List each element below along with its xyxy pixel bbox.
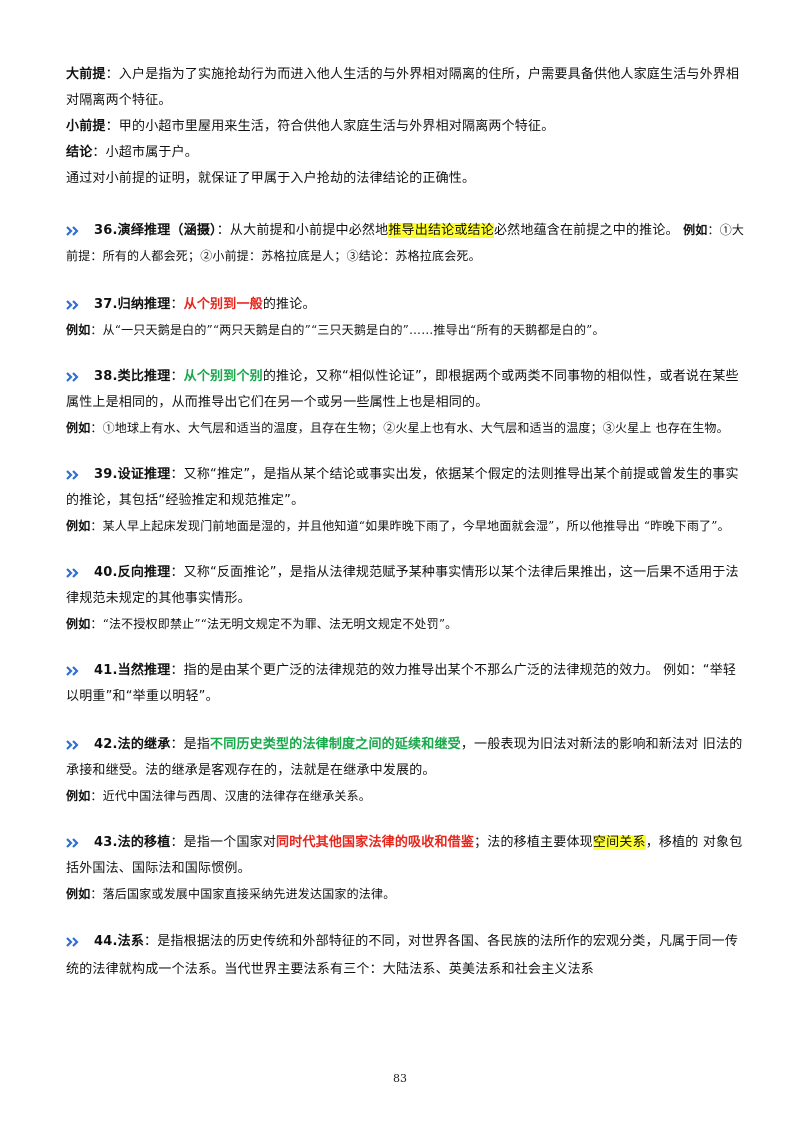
section-42-emphasis: 不同历史类型的法律制度之间的延续和继受: [210, 737, 461, 752]
document-page: 大前提：入户是指为了实施抢劫行为而进入他人生活的与外界相对隔离的住所，户需要具备…: [66, 62, 748, 984]
major-premise-paragraph: 大前提：入户是指为了实施抢劫行为而进入他人生活的与外界相对隔离的住所，户需要具备…: [66, 62, 748, 114]
example-text: ：“法不授权即禁止”“法无明文规定不为罪、法无明文规定不处罚”。: [90, 617, 458, 631]
double-chevron-icon: [66, 225, 84, 236]
major-premise-text: ：入户是指为了实施抢劫行为而进入他人生活的与外界相对隔离的住所，户需要具备供他人…: [66, 67, 740, 108]
conclusion-paragraph: 结论：小超市属于户。: [66, 140, 748, 166]
section-39: 39.设证推理：又称“推定”，是指从某个结论或事实出发，依据某个假定的法则推导出…: [66, 462, 748, 538]
section-36: 36.演绎推理（涵摄）：从大前提和小前提中必然地推导出结论或结论必然地蕴含在前提…: [66, 218, 748, 270]
section-37-title: 37.归纳推理: [94, 297, 171, 312]
section-39-example: 例如：某人早上起床发现门前地面是湿的，并且他知道“如果昨晚下雨了，今早地面就会湿…: [66, 514, 748, 538]
section-41-text-1: ：指的是由某个更广泛的法律规范的效力推导出某个不那么广泛的法律规范的效力。 例如…: [66, 663, 737, 704]
section-37-text-1: ：: [170, 297, 184, 312]
section-43-highlight: 空间关系: [592, 835, 646, 850]
section-38-text-2: 的推论，又称“相似性论证”，即根据两个或两类不同事物的相似性，或者说在某些属性上…: [66, 369, 739, 410]
section-41-title: 41.当然推理: [94, 663, 171, 678]
section-37-emphasis: 从个别到一般: [183, 297, 263, 312]
section-36-text-2: 必然地蕴含在前提之中的推论。: [493, 223, 679, 238]
conclusion-text: ：小超市属于户。: [92, 145, 199, 160]
section-36-text-1: ：从大前提和小前提中必然地: [216, 223, 389, 238]
section-40-title: 40.反向推理: [94, 565, 171, 580]
section-37-text-2: 的推论。: [262, 297, 316, 312]
section-37-example: 例如：从“一只天鹅是白的”“两只天鹅是白的”“三只天鹅是白的”……推导出“所有的…: [66, 318, 748, 342]
section-44-title: 44.法系: [94, 934, 145, 949]
section-43-title: 43.法的移植: [94, 835, 171, 850]
example-text: ：①大前提：所有的人都会死；②小前提：苏格拉底是人；③结论：苏格拉底会死。: [66, 223, 745, 263]
section-42-text-2: ，一般表现为旧法对新法的影响和新法对 旧法的承接和继受。法的继承是客观存在的，法…: [66, 737, 743, 778]
section-36-example: 例如：①大前提：所有的人都会死；②小前提：苏格拉底是人；③结论：苏格拉底会死。: [66, 223, 744, 263]
section-38: 38.类比推理：从个别到个别的推论，又称“相似性论证”，即根据两个或两类不同事物…: [66, 364, 748, 440]
example-label: 例如: [683, 223, 708, 237]
double-chevron-icon: [66, 837, 84, 848]
section-40: 40.反向推理：又称“反面推论”，是指从法律规范赋予某种事实情形以某个法律后果推…: [66, 560, 748, 636]
section-43-emphasis: 同时代其他国家法律的吸收和借鉴: [276, 835, 475, 850]
minor-premise-text: ：甲的小超市里屋用来生活，符合供他人家庭生活与外界相对隔离两个特征。: [105, 119, 555, 134]
section-42: 42.法的继承：是指不同历史类型的法律制度之间的延续和继受，一般表现为旧法对新法…: [66, 732, 748, 808]
double-chevron-icon: [66, 469, 84, 480]
section-43: 43.法的移植：是指一个国家对同时代其他国家法律的吸收和借鉴；法的移植主要体现空…: [66, 830, 748, 906]
section-43-text-3: ，移植的 对象包括外国法、国际法和国际惯例。: [66, 835, 743, 876]
section-39-text-1: ：又称“推定”，是指从某个结论或事实出发，依据某个假定的法则推导出某个前提或曾发…: [66, 467, 739, 508]
example-text: ：近代中国法律与西周、汉唐的法律存在继承关系。: [90, 789, 372, 803]
minor-premise-label: 小前提: [66, 119, 106, 134]
section-43-text-1: ：是指一个国家对: [170, 835, 277, 850]
conclusion-label: 结论: [66, 145, 93, 160]
double-chevron-icon: [66, 371, 84, 382]
section-36-title: 36.演绎推理（涵摄）: [94, 223, 217, 238]
section-39-title: 39.设证推理: [94, 467, 171, 482]
example-text: ：某人早上起床发现门前地面是湿的，并且他知道“如果昨晚下雨了，今早地面就会湿”，…: [90, 519, 730, 533]
double-chevron-icon: [66, 739, 84, 750]
section-41: 41.当然推理：指的是由某个更广泛的法律规范的效力推导出某个不那么广泛的法律规范…: [66, 658, 748, 710]
tail-paragraph: 通过对小前提的证明，就保证了甲属于入户抢劫的法律结论的正确性。: [66, 171, 476, 186]
section-44: 44.法系：是指根据法的历史传统和外部特征的不同，对世界各国、各民族的法所作的宏…: [66, 928, 748, 984]
section-38-title: 38.类比推理: [94, 369, 171, 384]
section-40-example: 例如：“法不授权即禁止”“法无明文规定不为罪、法无明文规定不处罚”。: [66, 612, 748, 636]
section-37: 37.归纳推理：从个别到一般的推论。 例如：从“一只天鹅是白的”“两只天鹅是白的…: [66, 292, 748, 342]
example-text: ：从“一只天鹅是白的”“两只天鹅是白的”“三只天鹅是白的”……推导出“所有的天鹅…: [90, 323, 605, 337]
example-label: 例如: [66, 789, 91, 803]
section-42-text-1: ：是指: [170, 737, 211, 752]
example-label: 例如: [66, 887, 91, 901]
section-36-highlight: 推导出结论或结论: [388, 223, 494, 238]
double-chevron-icon: [66, 936, 84, 947]
double-chevron-icon: [66, 567, 84, 578]
double-chevron-icon: [66, 299, 84, 310]
section-38-text-1: ：: [170, 369, 184, 384]
double-chevron-icon: [66, 665, 84, 676]
example-label: 例如: [66, 617, 91, 631]
major-premise-label: 大前提: [66, 67, 106, 82]
section-40-text-1: ：又称“反面推论”，是指从法律规范赋予某种事实情形以某个法律后果推出，这一后果不…: [66, 565, 739, 606]
section-38-example: 例如：①地球上有水、大气层和适当的温度，且存在生物；②火星上也有水、大气层和适当…: [66, 416, 748, 440]
section-42-title: 42.法的继承: [94, 737, 171, 752]
section-42-example: 例如：近代中国法律与西周、汉唐的法律存在继承关系。: [66, 784, 748, 808]
section-43-text-2: ；法的移植主要体现: [474, 835, 593, 850]
example-label: 例如: [66, 519, 91, 533]
example-label: 例如: [66, 323, 91, 337]
minor-premise-paragraph: 小前提：甲的小超市里屋用来生活，符合供他人家庭生活与外界相对隔离两个特征。: [66, 114, 748, 140]
section-38-emphasis: 从个别到个别: [183, 369, 263, 384]
example-text: ：落后国家或发展中国家直接采纳先进发达国家的法律。: [90, 887, 396, 901]
page-number: 83: [393, 1072, 407, 1085]
example-text: ：①地球上有水、大气层和适当的温度，且存在生物；②火星上也有水、大气层和适当的温…: [90, 421, 729, 435]
section-44-text-1: ：是指根据法的历史传统和外部特征的不同，对世界各国、各民族的法所作的宏观分类，凡…: [66, 934, 739, 977]
example-label: 例如: [66, 421, 91, 435]
section-43-example: 例如：落后国家或发展中国家直接采纳先进发达国家的法律。: [66, 882, 748, 906]
